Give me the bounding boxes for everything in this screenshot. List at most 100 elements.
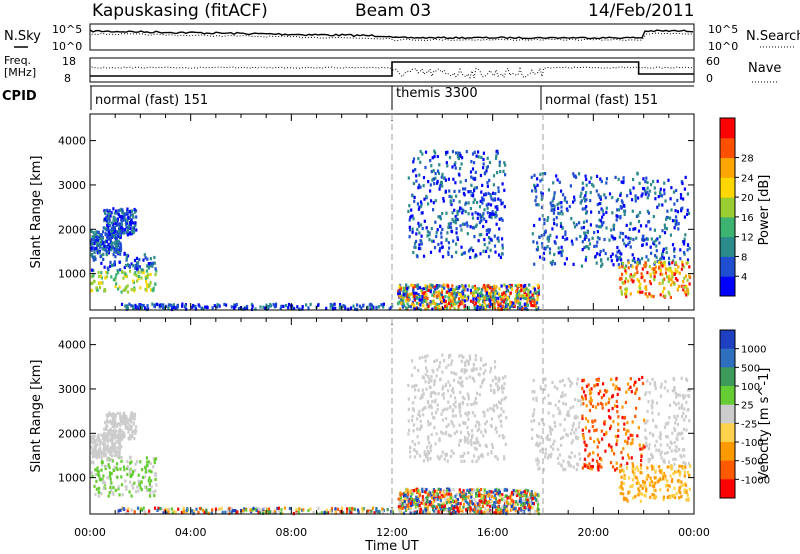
echo-cell [439, 215, 442, 219]
echo-cell [613, 452, 616, 456]
echo-cell [638, 261, 641, 265]
echo-cell [493, 404, 496, 408]
echo-cell [460, 299, 463, 304]
echo-cell [571, 242, 574, 246]
echo-cell [593, 440, 596, 444]
echo-cell [106, 237, 110, 241]
echo-cell [523, 294, 526, 298]
echo-cell [588, 408, 592, 413]
echo-cell [458, 505, 461, 509]
echo-cell [407, 499, 411, 503]
echo-cell [660, 194, 664, 198]
echo-cell [479, 173, 482, 178]
echo-cell [631, 280, 634, 284]
echo-cell [482, 363, 485, 367]
echo-cell [489, 302, 492, 306]
echo-cell [416, 427, 419, 431]
echo-cell [136, 264, 139, 268]
echo-cell [499, 255, 502, 259]
echo-cell [631, 420, 634, 424]
echo-cell [441, 387, 444, 391]
echo-cell [491, 295, 495, 299]
echo-cell [121, 227, 124, 231]
echo-cell [562, 459, 565, 463]
echo-cell [145, 276, 148, 280]
echo-cell [435, 489, 438, 493]
echo-cell [413, 448, 416, 452]
echo-cell [429, 189, 432, 193]
echo-cell [526, 296, 529, 300]
echo-cell [559, 380, 562, 384]
echo-cell [561, 212, 564, 216]
echo-cell [556, 387, 559, 391]
echo-cell [137, 270, 140, 274]
echo-cell [103, 240, 106, 244]
echo-cell [412, 429, 415, 433]
echo-cell [510, 301, 513, 305]
echo-cell [672, 190, 676, 194]
echo-cell [421, 489, 424, 494]
echo-cell [675, 470, 678, 474]
echo-cell [672, 457, 675, 461]
echo-cell [600, 207, 603, 211]
echo-cell [494, 250, 497, 254]
echo-cell [563, 383, 566, 387]
echo-cell [191, 305, 194, 309]
echo-cell [622, 447, 625, 451]
echo-cell [153, 461, 156, 465]
echo-cell [433, 294, 436, 298]
echo-cell [462, 187, 465, 191]
echo-cell [124, 288, 127, 292]
echo-cell [425, 502, 428, 506]
echo-cell [96, 436, 99, 440]
echo-cell [440, 301, 443, 305]
echo-cell [494, 505, 497, 509]
echo-cell [478, 499, 481, 503]
echo-cell [596, 459, 599, 463]
echo-cell [112, 434, 115, 438]
echo-cell [596, 445, 599, 449]
echo-cell [620, 481, 623, 485]
echo-cell [574, 174, 577, 178]
echo-cell [599, 401, 602, 405]
echo-cell [141, 468, 144, 472]
echo-cell [685, 498, 688, 502]
echo-cell [544, 455, 547, 459]
echo-cell [111, 235, 114, 239]
echo-cell [409, 501, 412, 505]
echo-cell [120, 290, 123, 294]
echo-cell [483, 208, 486, 212]
echo-cell [451, 414, 455, 418]
echo-cell [617, 415, 620, 419]
echo-cell [110, 221, 114, 225]
echo-cell [646, 190, 649, 194]
echo-cell [109, 488, 113, 492]
echo-cell [469, 499, 472, 503]
echo-cell [529, 300, 532, 305]
echo-cell [500, 202, 503, 206]
echo-cell [656, 179, 659, 183]
echo-cell [523, 510, 526, 514]
echo-cell [413, 199, 416, 203]
echo-cell [501, 390, 504, 394]
freq-label: Freq. [4, 54, 31, 67]
echo-cell [679, 491, 682, 495]
echo-cell [332, 307, 335, 311]
echo-cell [434, 151, 437, 155]
echo-cell [535, 195, 538, 199]
echo-cell [614, 236, 617, 241]
echo-cell [473, 306, 476, 310]
echo-cell [682, 411, 685, 415]
echo-cell [380, 303, 383, 307]
echo-cell [114, 450, 117, 454]
echo-cell [464, 492, 468, 496]
echo-cell [424, 455, 428, 459]
echo-cell [536, 457, 539, 461]
echo-cell [505, 505, 508, 509]
echo-cell [358, 304, 361, 308]
echo-cell [420, 288, 423, 292]
echo-cell [409, 455, 412, 459]
echo-cell [673, 494, 676, 498]
echo-cell [584, 207, 587, 211]
echo-cell [101, 238, 104, 242]
